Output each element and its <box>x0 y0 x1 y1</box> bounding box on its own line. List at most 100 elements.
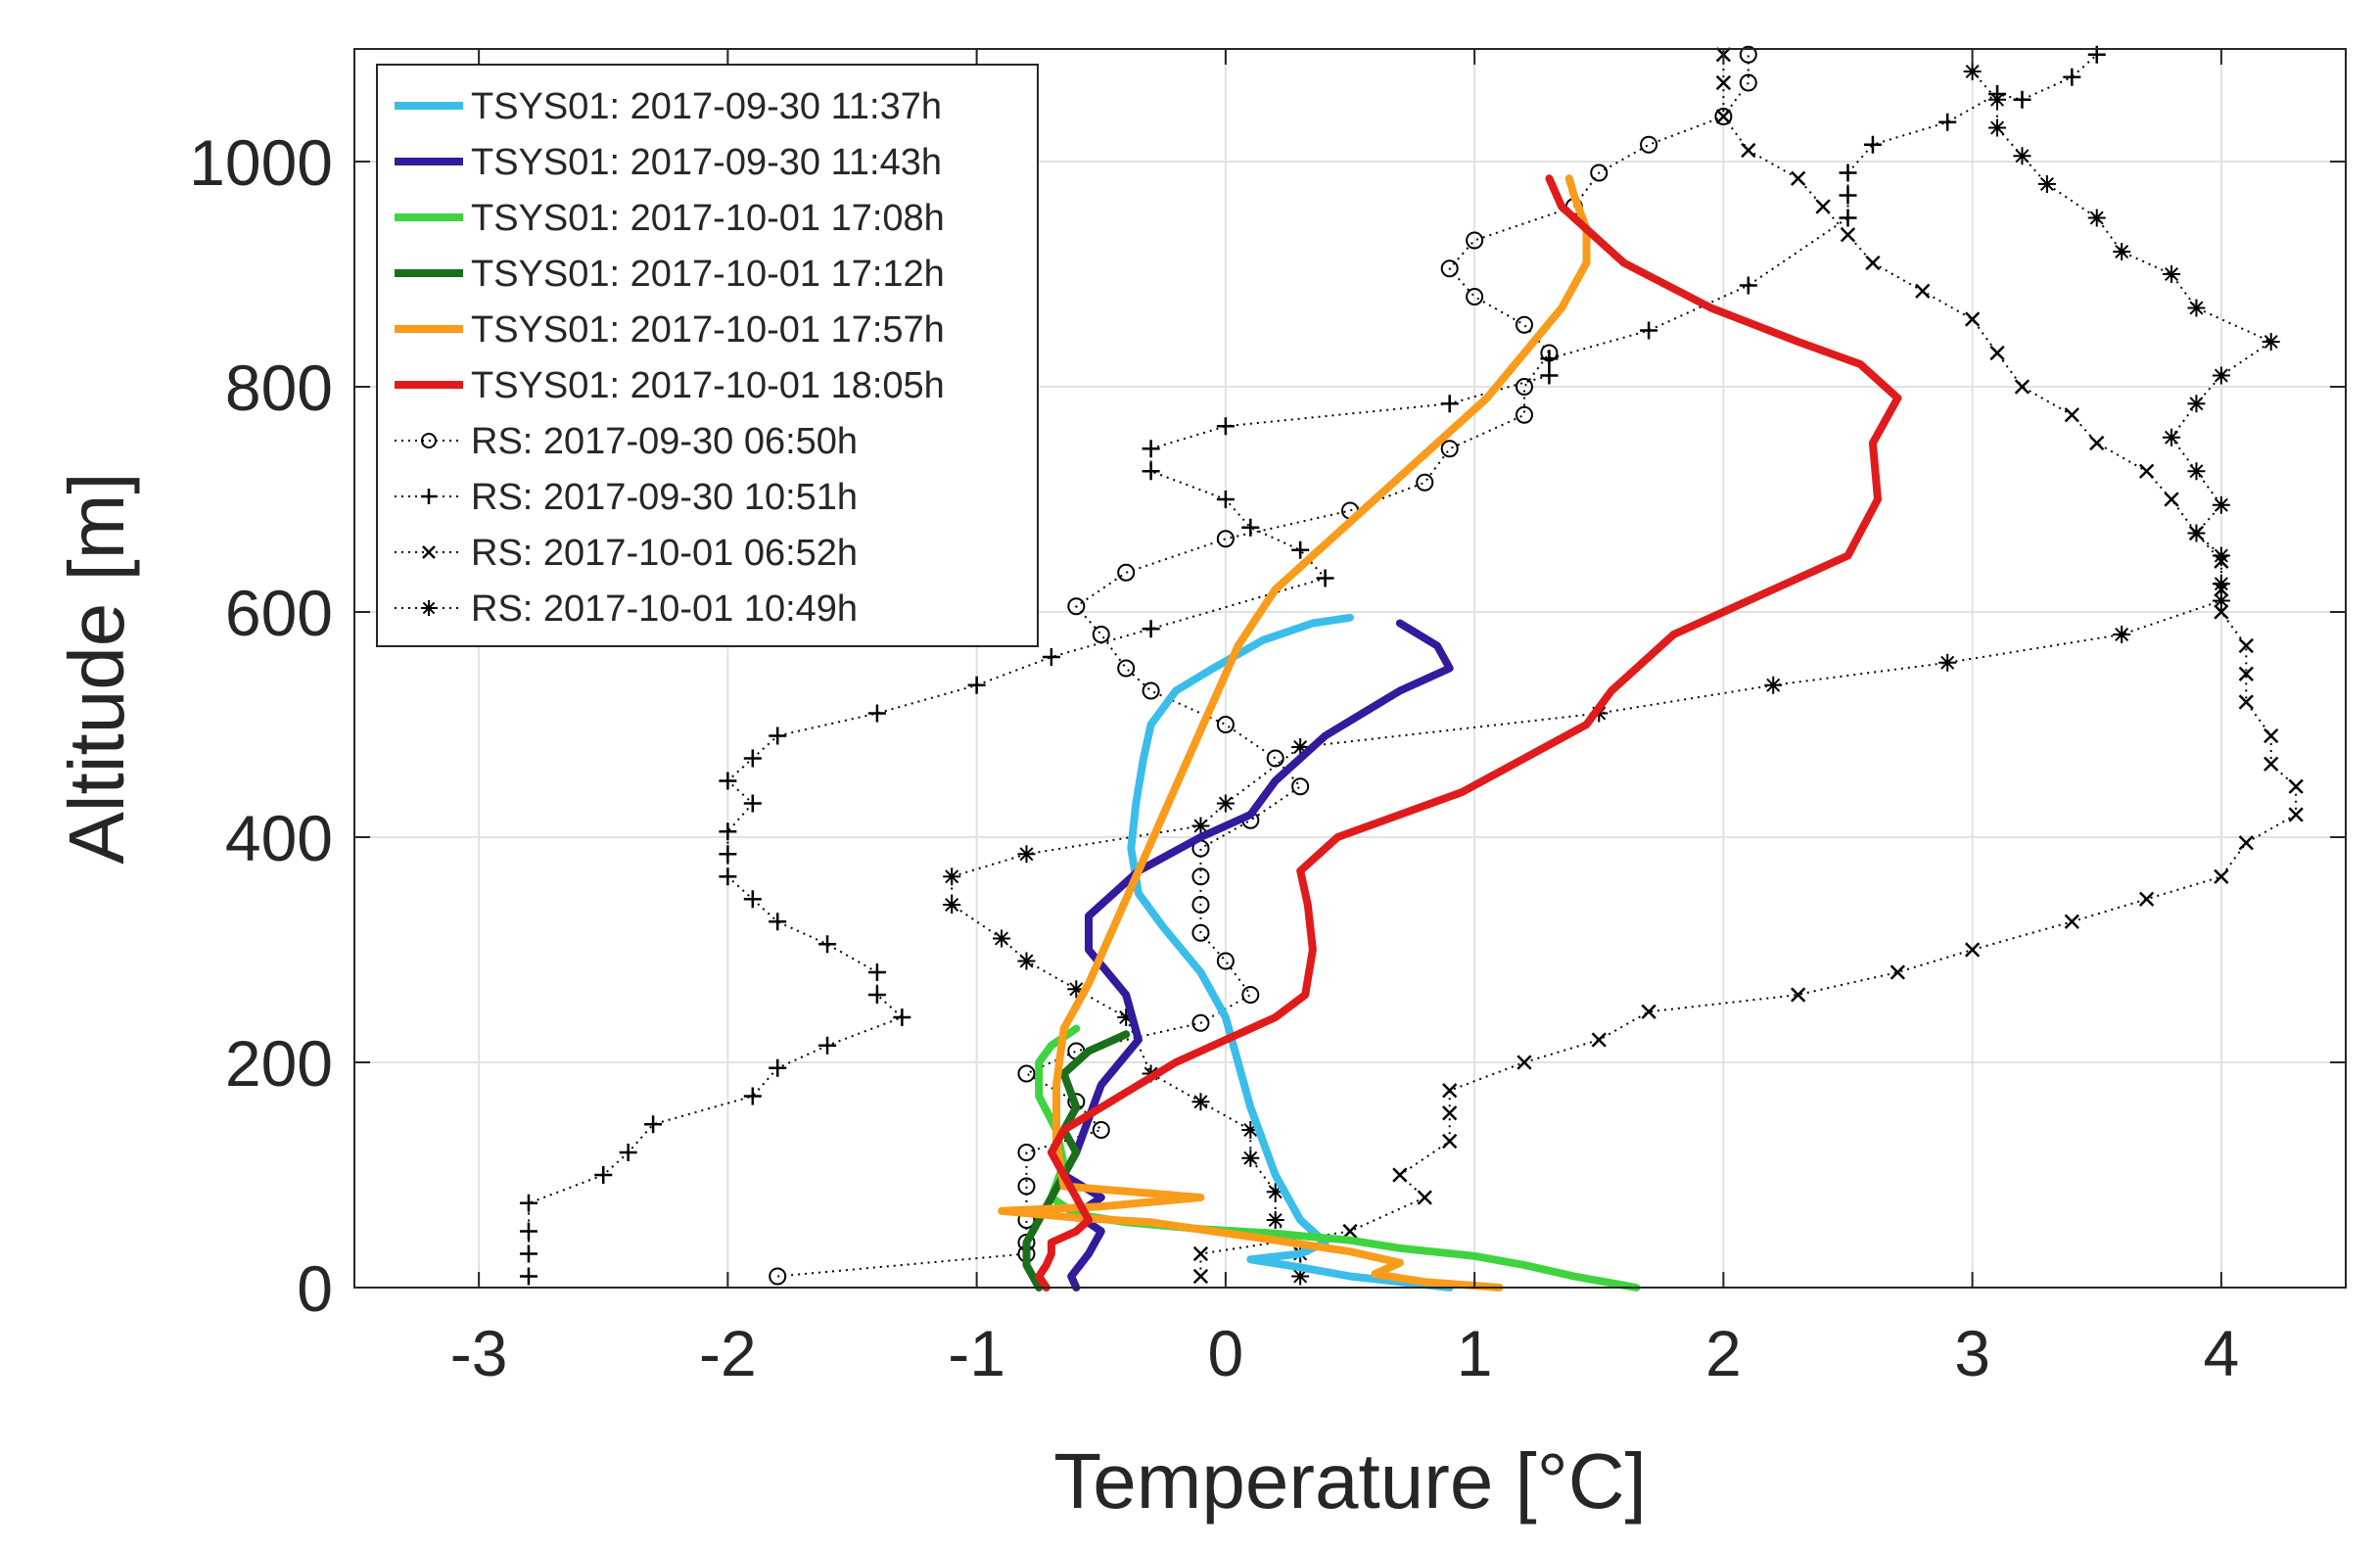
data-point <box>719 868 737 886</box>
data-point <box>2238 637 2254 654</box>
data-point <box>1515 405 1533 424</box>
data-point <box>1291 1267 1310 1286</box>
legend-entry-4: TSYS01: 2017-10-01 17:12h <box>395 254 945 295</box>
data-point <box>1938 113 1957 131</box>
data-point <box>1241 1121 1260 1139</box>
data-point <box>893 1009 911 1026</box>
data-point <box>2212 575 2230 593</box>
data-point <box>2263 728 2279 744</box>
x-axis-label: Temperature [°C] <box>1053 1437 1647 1525</box>
legend-entry-7: RS: 2017-09-30 06:50h <box>395 421 858 462</box>
legend-entry-8: RS: 2017-09-30 10:51h <box>395 477 858 518</box>
data-point <box>818 1036 837 1055</box>
data-point <box>519 1222 537 1241</box>
data-point <box>1839 164 1857 182</box>
data-point <box>2263 756 2279 772</box>
plot-frame <box>353 48 2347 1289</box>
data-point <box>867 986 886 1004</box>
plot-series <box>519 45 2304 1291</box>
data-point <box>1291 540 1310 559</box>
data-point <box>2037 175 2056 193</box>
data-point <box>943 896 961 914</box>
data-point <box>2064 407 2079 423</box>
data-point <box>1216 716 1235 733</box>
data-point <box>2164 492 2179 507</box>
data-point <box>519 1194 537 1212</box>
data-point <box>1640 321 1658 340</box>
data-point <box>1416 473 1434 492</box>
x-tick-label: -3 <box>450 1317 508 1389</box>
data-point <box>743 794 762 813</box>
data-point <box>1739 276 1757 295</box>
data-point <box>719 772 737 790</box>
data-point <box>1216 491 1235 508</box>
data-point <box>2089 435 2105 451</box>
x-tick-label: 3 <box>1954 1317 1990 1389</box>
data-point <box>2013 90 2031 109</box>
legend-label: TSYS01: 2017-10-01 17:12h <box>471 254 945 295</box>
data-point <box>1216 530 1235 548</box>
data-point <box>1191 817 1210 835</box>
legend-marker <box>421 433 437 448</box>
data-point <box>818 935 837 954</box>
data-point <box>1442 1083 1458 1099</box>
data-point <box>1715 74 1732 91</box>
data-point <box>743 1087 762 1105</box>
data-point <box>2187 462 2206 481</box>
data-point <box>1192 1245 1209 1262</box>
data-point <box>1117 563 1136 582</box>
series-line <box>1127 613 1454 1291</box>
y-tick-label: 400 <box>225 802 333 874</box>
x-tick-label: 2 <box>1705 1317 1742 1389</box>
data-point <box>1540 366 1559 385</box>
y-tick-label: 600 <box>225 577 333 649</box>
data-point <box>1440 259 1459 278</box>
data-point <box>769 727 787 745</box>
series-1 <box>1127 613 1454 1291</box>
data-point <box>2212 495 2230 514</box>
data-point <box>1191 896 1210 914</box>
legend-marker <box>421 600 437 616</box>
data-point <box>1590 164 1609 182</box>
data-point <box>967 676 986 694</box>
data-point <box>1117 1009 1136 1026</box>
data-point <box>1964 311 1981 327</box>
data-point <box>1291 777 1310 796</box>
data-point <box>1442 1105 1458 1121</box>
legend-label: RS: 2017-09-30 06:50h <box>471 421 858 462</box>
data-point <box>1191 1093 1210 1111</box>
legend: TSYS01: 2017-09-30 11:37h TSYS01: 2017-09… <box>376 64 1039 647</box>
data-point <box>719 822 737 841</box>
legend-entry-9: RS: 2017-10-01 06:52h <box>395 533 858 574</box>
data-point <box>1017 845 1036 864</box>
legend-label: RS: 2017-10-01 10:49h <box>471 588 858 630</box>
legend-label: TSYS01: 2017-10-01 18:05h <box>471 365 945 406</box>
data-point <box>743 749 762 768</box>
legend-entry-6: TSYS01: 2017-10-01 18:05h <box>395 365 945 406</box>
data-point <box>1191 1013 1210 1032</box>
data-point <box>1591 1032 1607 1048</box>
data-point <box>1067 980 1086 999</box>
data-point <box>2063 68 2081 86</box>
data-point <box>1142 681 1160 700</box>
data-point <box>1714 108 1733 125</box>
data-point <box>1067 597 1086 616</box>
data-point <box>2212 546 2230 565</box>
y-axis-label: Altitude [m] <box>53 472 140 864</box>
data-point <box>1392 1167 1408 1183</box>
data-point <box>1540 350 1559 368</box>
data-point <box>1192 1268 1209 1285</box>
data-point <box>1216 417 1235 436</box>
series-6 <box>1035 174 1902 1291</box>
y-tick-label: 1000 <box>189 126 333 199</box>
legend-entry-1: TSYS01: 2017-09-30 11:37h <box>395 86 942 127</box>
data-point <box>1764 676 1783 694</box>
data-point <box>1017 1177 1036 1196</box>
data-point <box>1191 868 1210 886</box>
data-point <box>519 1244 537 1263</box>
data-point <box>1266 1211 1284 1229</box>
y-tick-label: 200 <box>225 1027 333 1100</box>
data-point <box>1964 942 1981 958</box>
data-point <box>1241 518 1260 537</box>
